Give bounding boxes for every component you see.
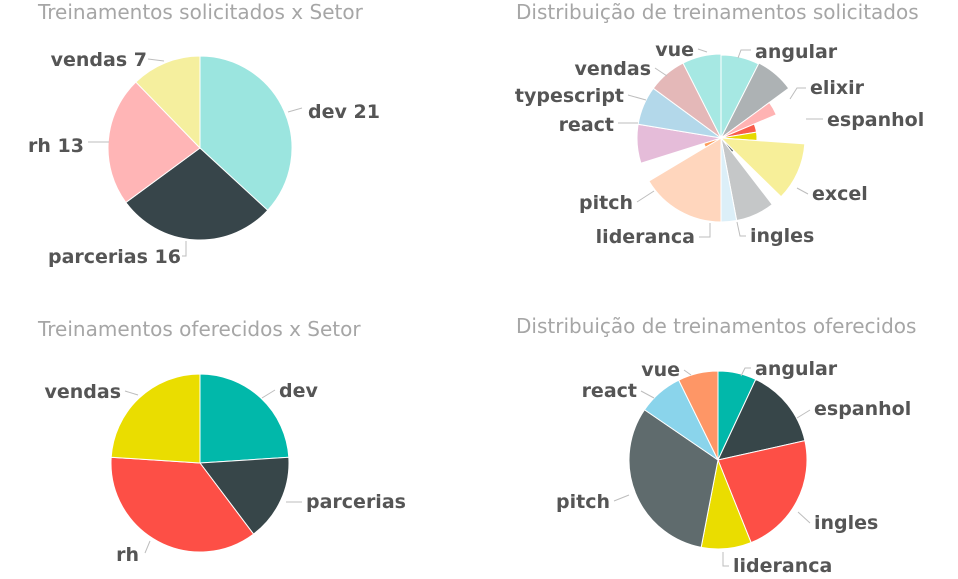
slice-label-elixir: elixir [810,77,865,99]
slice-pitch[interactable] [628,409,719,548]
slice-ingles[interactable] [717,440,808,544]
slice-label-ingles: ingles [814,512,878,534]
slice-label-react: react [559,114,614,136]
slice-vendas[interactable] [110,373,201,464]
pie-chart: angular espanhol ingles lideranca pitch react… [556,358,911,577]
chart-title: Distribuição de treinamentos solicitados [516,0,919,24]
leader-line [613,494,630,502]
slice-label-vue: vue [641,359,680,381]
slice-label-vendas: vendas [44,381,121,403]
leader-line [124,390,139,396]
slice-label-rh: rh [116,544,139,566]
leader-line [737,49,751,59]
leader-line [627,94,647,101]
slice-label-react: react [582,380,637,402]
slice-label-typescript: typescript [515,85,624,107]
leader-line [287,107,303,113]
leader-line [182,241,187,257]
leader-line [797,511,811,524]
slice-pitch[interactable] [648,137,722,223]
slice-label-dev: dev [279,380,318,402]
slice-vue[interactable] [678,370,719,461]
slice-label-espanhol: espanhol [814,398,911,420]
chart-title: Treinamentos solicitados x Setor [38,0,363,24]
leader-line [147,58,165,62]
slice-elixir[interactable] [720,62,790,139]
chart-distribuicao-solicitados: Distribuição de treinamentos solicitados… [479,0,958,290]
chart-oferecidos-setor: Treinamentos oferecidos x Setor dev parce… [0,290,479,579]
slice-label-angular: angular [755,358,838,380]
slice-rh-13[interactable] [107,81,201,204]
leader-line [796,409,811,419]
leader-line [640,390,655,399]
pie-chart: dev parcerias rh vendas [44,373,406,566]
slice-label-pitch: pitch [556,491,610,513]
leader-line [654,67,668,77]
leader-line [261,389,276,399]
leader-line [740,367,751,377]
slice-label-vendas-7: vendas 7 [51,49,147,71]
slice-parcerias-16[interactable] [125,147,269,241]
slice-label-dev-21: dev 21 [308,101,380,123]
slice-dev[interactable] [199,373,290,464]
leader-line [789,87,806,100]
leader-line [796,187,809,195]
slice-vue[interactable] [682,53,722,139]
slice-label-ingles: ingles [750,225,814,247]
slice-dev-21[interactable] [199,55,293,212]
slice-rh[interactable] [110,456,255,553]
slice-label-lideranca: lideranca [596,226,695,248]
slice-label-angular: angular [755,41,838,63]
leader-line [144,540,151,554]
pie-chart: angular elixir espanhol excel ingles lideranc… [515,39,924,248]
slice-label-parcerias-16: parcerias 16 [48,246,181,268]
chart-title: Distribuição de treinamentos oferecidos [516,314,917,338]
slice-excel[interactable] [719,137,806,198]
pie-chart: dev 21 parcerias 16 rh 13 vendas 7 [28,49,380,268]
chart-title: Treinamentos oferecidos x Setor [38,317,361,341]
slice-parcerias[interactable] [199,456,290,535]
chart-distribuicao-oferecidos: Distribuição de treinamentos oferecidos … [479,290,958,579]
slice-vendas-7[interactable] [135,55,201,150]
leader-line [636,190,655,203]
leader-line [722,552,729,567]
leader-line [683,369,692,376]
leader-line [697,48,708,53]
slice-label-rh-13: rh 13 [28,135,84,157]
slice-espanhol[interactable] [720,101,777,139]
slice-label-excel: excel [812,183,868,205]
slice-label-espanhol: espanhol [827,109,924,131]
slice-label-vendas: vendas [574,58,651,80]
slice-label-vue: vue [655,39,694,61]
slice-label-parcerias: parcerias [306,491,406,513]
slice-label-lideranca: lideranca [733,555,832,577]
leader-line [736,221,746,237]
slice-espanhol[interactable] [717,378,806,461]
leader-line [699,223,711,238]
chart-solicitados-setor: Treinamentos solicitados x Setor dev 21 p… [0,0,479,290]
slice-label-pitch: pitch [579,192,633,214]
